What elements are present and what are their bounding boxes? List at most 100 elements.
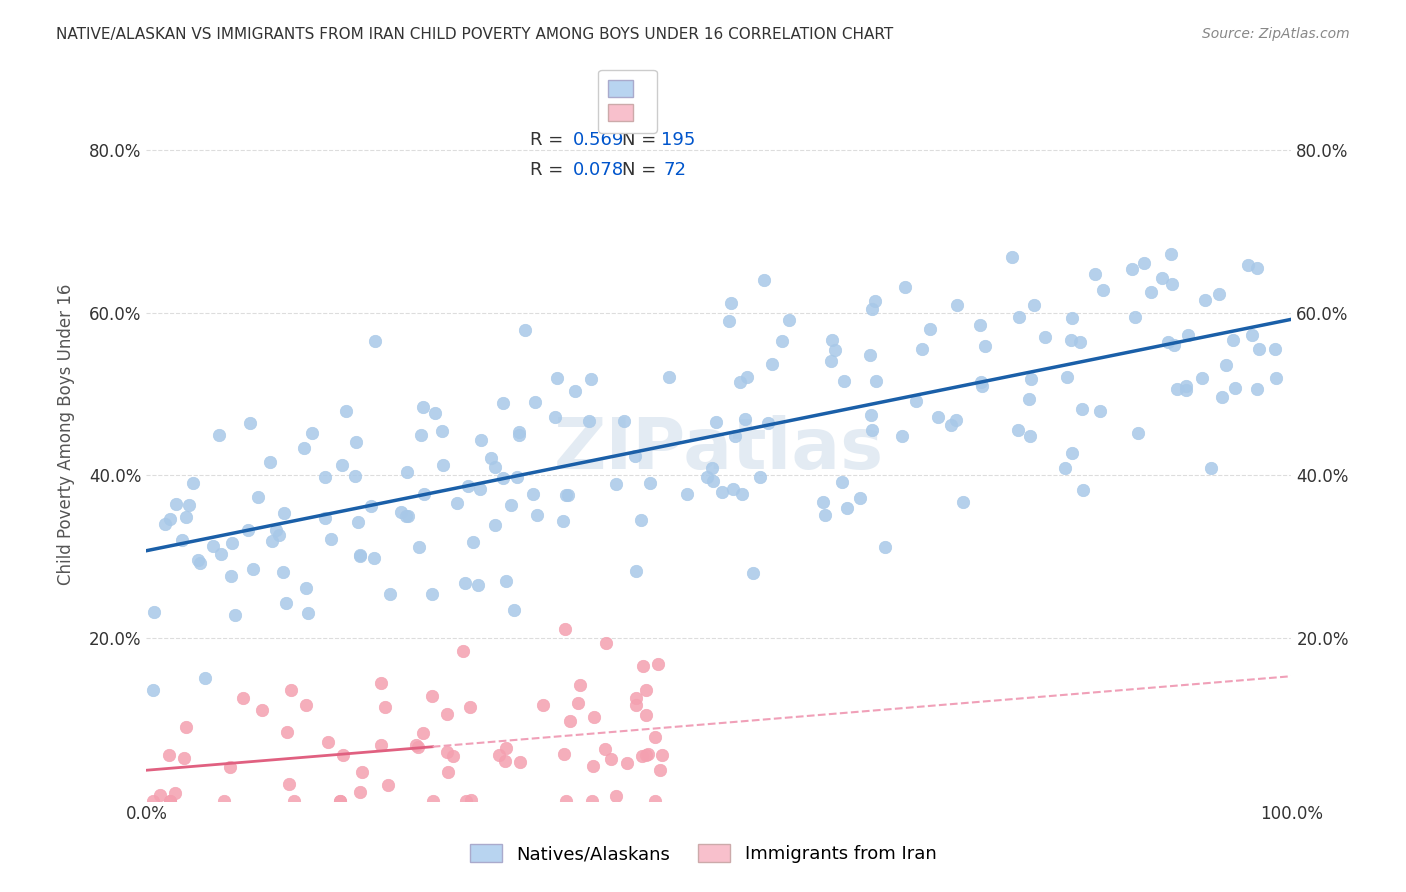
Point — [508, 425, 530, 440]
Point — [731, 487, 754, 501]
Point — [1249, 342, 1271, 356]
Point — [430, 424, 453, 438]
Point — [346, 435, 368, 450]
Text: N =: N = — [621, 131, 662, 149]
Point — [970, 379, 993, 393]
Point — [648, 763, 671, 777]
Point — [157, 747, 180, 762]
Point — [770, 334, 793, 349]
Point — [236, 523, 259, 537]
Point — [273, 565, 295, 579]
Point — [283, 794, 305, 808]
Point — [295, 698, 318, 712]
Point — [859, 348, 882, 362]
Point — [259, 454, 281, 468]
Point — [526, 508, 548, 522]
Point — [330, 458, 353, 472]
Point — [250, 703, 273, 717]
Point — [567, 696, 589, 710]
Point — [860, 408, 883, 422]
Point — [273, 506, 295, 520]
Point — [420, 689, 443, 703]
Point — [637, 747, 659, 761]
Point — [593, 742, 616, 756]
Point — [605, 789, 627, 803]
Point — [676, 487, 699, 501]
Point — [1060, 334, 1083, 348]
Point — [973, 338, 995, 352]
Text: R =: R = — [530, 131, 569, 149]
Point — [1018, 392, 1040, 406]
Point — [730, 375, 752, 389]
Point — [484, 518, 506, 533]
Point — [1071, 401, 1094, 416]
Legend: Natives/Alaskans, Immigrants from Iran: Natives/Alaskans, Immigrants from Iran — [458, 833, 948, 874]
Point — [422, 794, 444, 808]
Point — [564, 384, 586, 399]
Point — [624, 449, 647, 463]
Point — [737, 370, 759, 384]
Point — [212, 794, 235, 808]
Point — [1091, 283, 1114, 297]
Point — [1241, 328, 1264, 343]
Point — [1152, 270, 1174, 285]
Point — [860, 423, 883, 437]
Point — [1007, 423, 1029, 437]
Point — [1161, 277, 1184, 292]
Point — [756, 416, 779, 430]
Point — [581, 794, 603, 808]
Point — [741, 566, 763, 580]
Point — [159, 794, 181, 808]
Point — [544, 409, 567, 424]
Point — [1128, 425, 1150, 440]
Point — [280, 682, 302, 697]
Point — [1211, 390, 1233, 404]
Point — [721, 482, 744, 496]
Point — [159, 512, 181, 526]
Point — [454, 794, 477, 808]
Point — [702, 474, 724, 488]
Point — [1166, 382, 1188, 396]
Point — [451, 643, 474, 657]
Text: N =: N = — [621, 161, 662, 178]
Point — [378, 587, 401, 601]
Point — [201, 540, 224, 554]
Point — [952, 495, 974, 509]
Point — [1264, 342, 1286, 356]
Point — [761, 357, 783, 371]
Point — [319, 532, 342, 546]
Point — [636, 708, 658, 723]
Point — [820, 353, 842, 368]
Point — [219, 569, 242, 583]
Point — [347, 516, 370, 530]
Point — [187, 553, 209, 567]
Point — [262, 533, 284, 548]
Point — [624, 690, 647, 705]
Point — [188, 557, 211, 571]
Point — [1060, 446, 1083, 460]
Point — [177, 499, 200, 513]
Point — [941, 417, 963, 432]
Point — [1174, 383, 1197, 397]
Point — [634, 683, 657, 698]
Point — [1084, 267, 1107, 281]
Point — [554, 623, 576, 637]
Point — [945, 413, 967, 427]
Y-axis label: Child Poverty Among Boys Under 16: Child Poverty Among Boys Under 16 — [58, 284, 75, 585]
Point — [569, 678, 592, 692]
Point — [484, 460, 506, 475]
Point — [581, 372, 603, 386]
Text: 0.569: 0.569 — [572, 131, 624, 149]
Point — [295, 582, 318, 596]
Point — [875, 540, 897, 554]
Text: 0.078: 0.078 — [572, 161, 623, 178]
Point — [551, 515, 574, 529]
Point — [970, 375, 993, 389]
Point — [219, 760, 242, 774]
Point — [247, 490, 270, 504]
Point — [651, 747, 673, 762]
Text: Source: ZipAtlas.com: Source: ZipAtlas.com — [1202, 27, 1350, 41]
Point — [495, 741, 517, 756]
Point — [508, 428, 530, 442]
Point — [408, 740, 430, 755]
